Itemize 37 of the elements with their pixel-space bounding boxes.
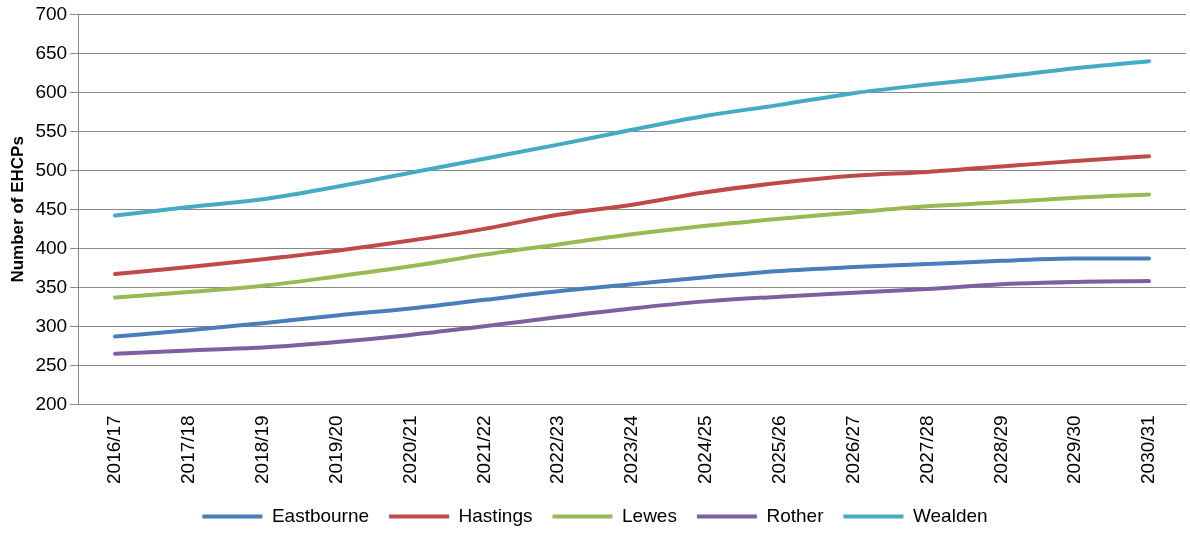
x-tick-label: 2023/24 bbox=[620, 414, 642, 485]
y-tick-label: 700 bbox=[35, 2, 68, 24]
y-tick-label: 350 bbox=[35, 275, 68, 297]
y-axis-title: Number of EHCPs bbox=[7, 136, 27, 283]
x-tick-label: 2026/27 bbox=[841, 415, 863, 485]
y-tick-label: 500 bbox=[35, 158, 68, 180]
y-tick-label: 550 bbox=[35, 119, 68, 141]
y-tick-label: 200 bbox=[35, 392, 68, 414]
x-tick-label: 2024/25 bbox=[694, 415, 716, 485]
line-series bbox=[113, 192, 1152, 300]
x-tick-label: 2021/22 bbox=[472, 415, 494, 485]
y-tick-label: 250 bbox=[35, 353, 68, 375]
y-tick-label: 650 bbox=[35, 41, 68, 63]
legend-label: Lewes bbox=[622, 504, 677, 526]
y-tick-label: 450 bbox=[35, 197, 68, 219]
x-tick-label: 2029/30 bbox=[1063, 415, 1085, 485]
x-tick-label: 2030/31 bbox=[1137, 415, 1159, 485]
x-tick-label: 2022/23 bbox=[546, 415, 568, 485]
legend-label: Rother bbox=[766, 504, 825, 526]
legend-label: Eastbourne bbox=[271, 504, 370, 526]
line-series bbox=[113, 154, 1152, 277]
y-tick-label: 600 bbox=[35, 80, 68, 102]
y-tick-label: 300 bbox=[35, 314, 68, 336]
x-tick-label: 2028/29 bbox=[989, 415, 1011, 485]
line-series bbox=[113, 59, 1152, 218]
x-tick-label: 2017/18 bbox=[177, 415, 199, 485]
legend-label: Hastings bbox=[458, 504, 533, 526]
y-tick-label: 400 bbox=[35, 236, 68, 258]
x-tick-label: 2020/21 bbox=[398, 415, 420, 485]
line-series bbox=[113, 279, 1152, 356]
line-series bbox=[113, 256, 1152, 339]
x-tick-label: 2025/26 bbox=[768, 415, 789, 485]
x-tick-label: 2018/19 bbox=[250, 415, 272, 485]
x-tick-label: 2019/20 bbox=[324, 415, 346, 485]
x-tick-label: 2027/28 bbox=[915, 415, 937, 485]
x-tick-label: 2016/17 bbox=[103, 415, 125, 485]
legend-label: Wealden bbox=[912, 504, 988, 526]
